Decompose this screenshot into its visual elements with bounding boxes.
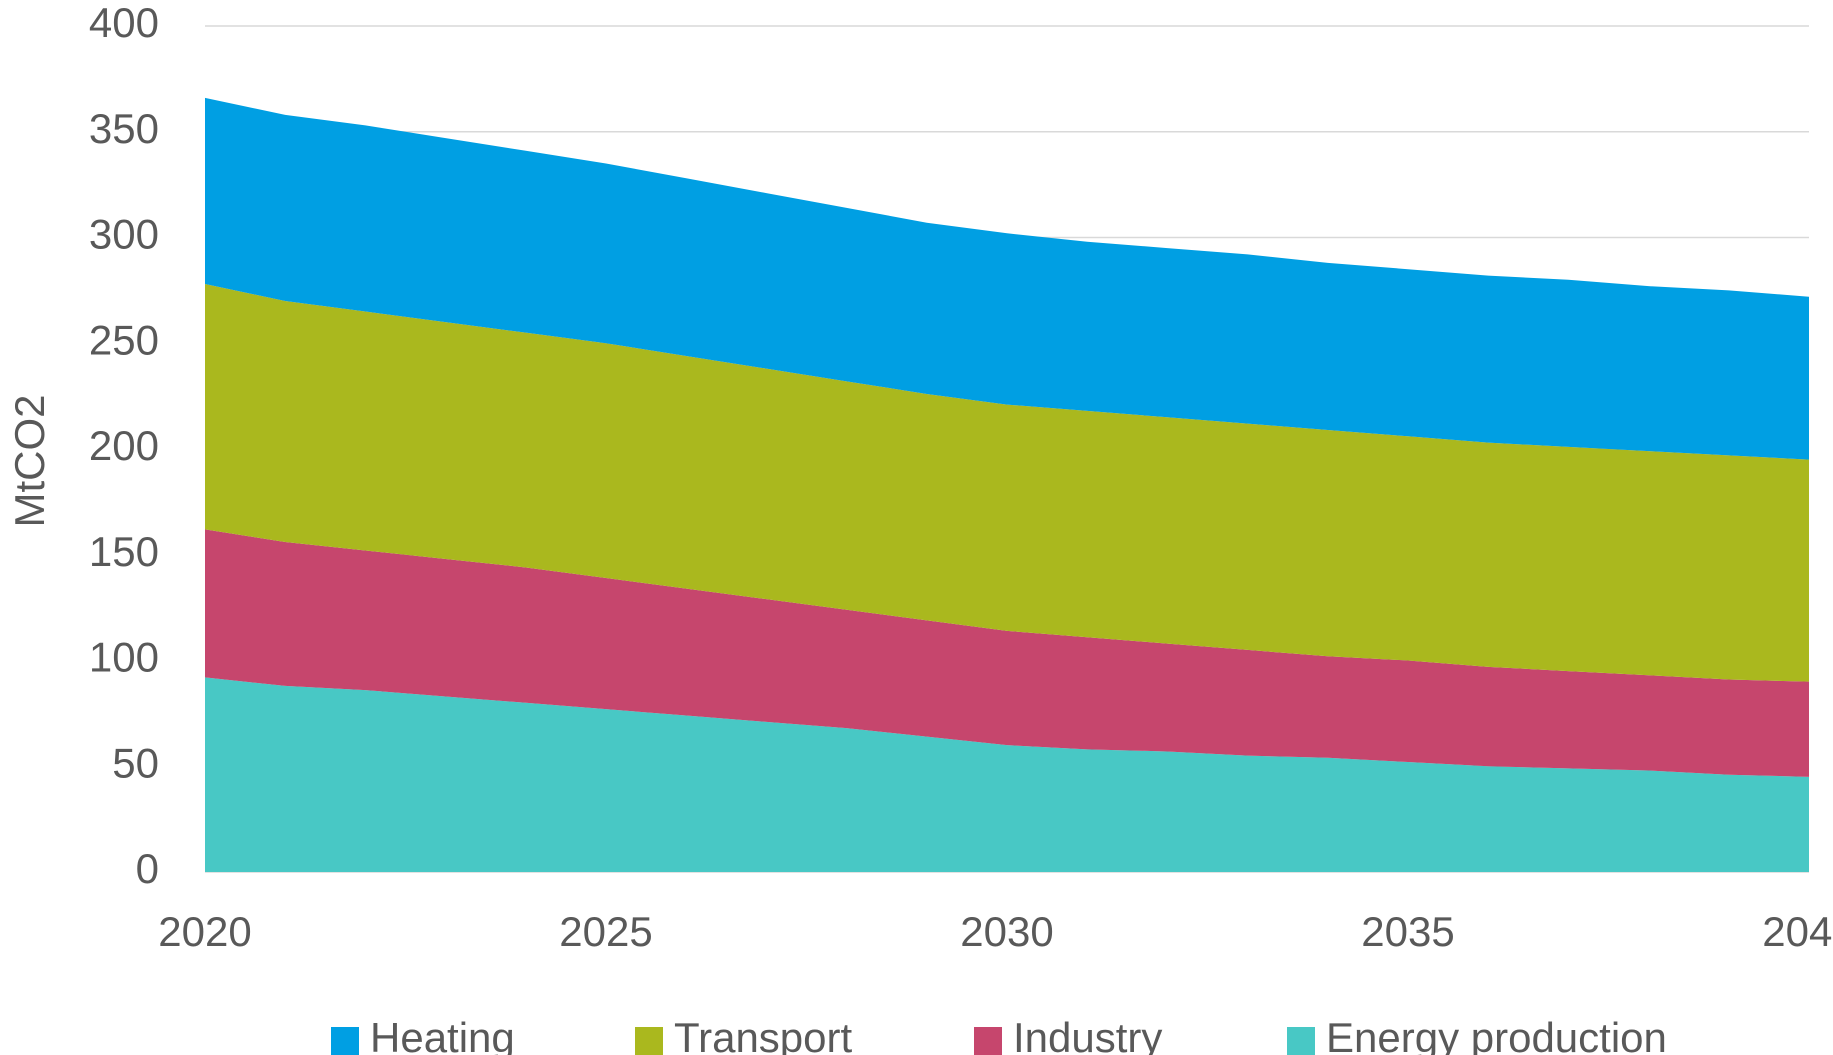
y-tick-label: 350 xyxy=(89,105,159,152)
x-tick-label: 2025 xyxy=(559,908,652,955)
y-tick-label: 400 xyxy=(89,0,159,46)
x-tick-label: 2040 xyxy=(1762,908,1833,955)
legend-label: Heating xyxy=(370,1014,515,1055)
x-tick-label: 2035 xyxy=(1361,908,1454,955)
y-tick-label: 150 xyxy=(89,528,159,575)
area xyxy=(205,284,1809,682)
legend-label: Energy production xyxy=(1326,1014,1667,1055)
y-tick-label: 50 xyxy=(112,739,159,786)
y-tick-label: 0 xyxy=(136,845,159,892)
x-tick-label: 2030 xyxy=(960,908,1053,955)
legend-label: Industry xyxy=(1013,1014,1162,1055)
y-tick-label: 100 xyxy=(89,634,159,681)
y-tick-label: 250 xyxy=(89,316,159,363)
legend-swatch xyxy=(1287,1027,1315,1055)
area xyxy=(205,529,1809,777)
y-axis-label: MtCO2 xyxy=(6,394,53,527)
legend-label: Transport xyxy=(674,1014,853,1055)
y-tick-label: 300 xyxy=(89,211,159,258)
x-tick-label: 2020 xyxy=(158,908,251,955)
legend-swatch xyxy=(635,1027,663,1055)
y-tick-label: 200 xyxy=(89,422,159,469)
area xyxy=(205,97,1809,460)
legend-swatch xyxy=(974,1027,1002,1055)
legend-swatch xyxy=(331,1027,359,1055)
area xyxy=(205,677,1809,872)
